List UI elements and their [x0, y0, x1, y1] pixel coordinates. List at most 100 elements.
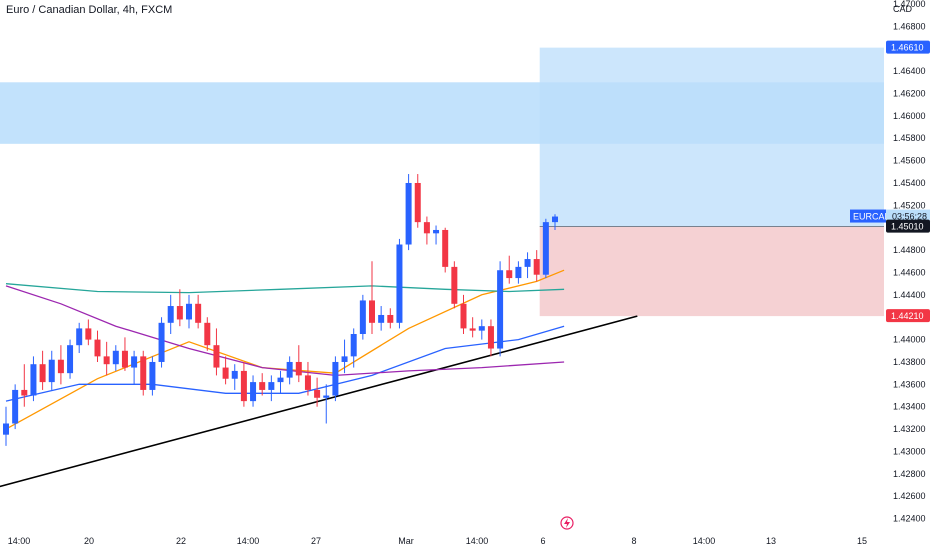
- candle-body: [286, 361, 293, 378]
- y-tick-label: 1.44400: [893, 290, 926, 300]
- candle-body: [149, 361, 156, 390]
- y-tick-label: 1.44000: [893, 335, 926, 345]
- candle-body: [387, 314, 394, 323]
- y-tick-label: 1.44800: [893, 245, 926, 255]
- y-tick-label: 1.45600: [893, 156, 926, 166]
- candle-body: [268, 382, 275, 390]
- candle-body: [552, 216, 558, 223]
- candle-body: [295, 361, 302, 376]
- candle-body: [176, 306, 183, 320]
- price-tag-label: 1.45010: [891, 222, 924, 232]
- candle-body: [359, 300, 366, 334]
- candle-body: [423, 222, 430, 234]
- y-tick-label: 1.42800: [893, 469, 926, 479]
- y-tick-label: 1.42600: [893, 491, 926, 501]
- candle-body: [277, 377, 284, 383]
- candle-body: [304, 375, 311, 390]
- x-tick-label: 13: [766, 536, 776, 546]
- candle-body: [112, 350, 119, 365]
- candle-body: [48, 359, 55, 383]
- candle-body: [506, 270, 513, 279]
- price-tag-bg: [886, 40, 930, 54]
- candle-body: [121, 350, 128, 368]
- candle-body: [39, 364, 46, 383]
- series-line-ma-blue: [5, 325, 565, 402]
- y-tick-label: 1.43800: [893, 357, 926, 367]
- candle-body: [30, 364, 37, 396]
- countdown-tag-label: 03:56:28: [892, 212, 927, 222]
- candle-body: [350, 334, 357, 357]
- candle-body: [158, 322, 165, 362]
- candle-body: [533, 259, 540, 275]
- candle-body: [167, 306, 174, 323]
- candle-body: [497, 270, 504, 349]
- y-tick-label: 1.46000: [893, 111, 926, 121]
- candle-body: [85, 328, 92, 340]
- position-target-zone: [539, 47, 884, 227]
- y-tick-label: 1.43400: [893, 402, 926, 412]
- price-tag-bg: [886, 219, 930, 233]
- ticker-tag-bg: [850, 209, 886, 223]
- candle-body: [332, 361, 339, 396]
- candle-body: [478, 326, 485, 331]
- candle-body: [231, 370, 238, 379]
- candle-body: [213, 345, 220, 368]
- candle-body: [414, 182, 421, 223]
- price-axis: 1.47000 1.46800 1.46400 1.46200 1.46000 1.458…: [893, 0, 926, 524]
- candle-body: [240, 370, 247, 402]
- candle-body: [469, 328, 476, 331]
- candle-body: [131, 356, 138, 368]
- series-line-ema-orange: [5, 269, 565, 430]
- price-tag-bg: [886, 309, 930, 323]
- candle-body: [186, 303, 192, 320]
- candle-body: [76, 328, 83, 346]
- y-tick-label: 1.46800: [893, 21, 926, 31]
- y-tick-label: 1.45200: [893, 200, 926, 210]
- x-tick-label: 14:00: [466, 536, 489, 546]
- y-tick-label: 1.47000: [893, 0, 926, 9]
- time-axis: 14:00 20 22 14:00 27 Mar 14:00 6 8 14:00 13 15: [8, 536, 867, 546]
- candle-body: [542, 222, 549, 275]
- y-tick-label: 1.46200: [893, 88, 926, 98]
- candle-body: [195, 303, 202, 323]
- countdown-tag-bg: [886, 209, 930, 223]
- candle-body: [460, 303, 467, 329]
- candle-body: [396, 244, 403, 323]
- position-stop-zone: [539, 226, 884, 317]
- candle-body: [405, 182, 412, 245]
- misc-layer: [560, 516, 574, 530]
- zones-layer: [0, 47, 884, 317]
- x-tick-label: 14:00: [237, 536, 260, 546]
- candle-body: [94, 339, 101, 357]
- series-line-ma-green: [5, 283, 565, 294]
- ticker-tag-label: EURCAD: [853, 212, 892, 222]
- candle-body: [12, 389, 19, 424]
- candle-body: [378, 314, 385, 323]
- candle-body: [21, 389, 28, 396]
- x-tick-label: 6: [540, 536, 545, 546]
- candle-body: [103, 356, 110, 365]
- candle-body: [369, 300, 375, 323]
- y-tick-label: 1.45800: [893, 133, 926, 143]
- candle-body: [204, 322, 211, 346]
- candle-body: [67, 345, 74, 374]
- price-tag-label: 1.44210: [891, 311, 924, 321]
- candle-body: [451, 266, 458, 304]
- y-tick-label: 1.42400: [893, 514, 926, 524]
- chart-title: Euro / Canadian Dollar, 4h, FXCM: [6, 4, 173, 16]
- candle-body: [140, 356, 147, 390]
- candle-body: [57, 359, 64, 374]
- candles-layer: [3, 174, 558, 446]
- x-tick-label: Mar: [398, 536, 414, 546]
- y-tick-label: 1.43200: [893, 424, 926, 434]
- price-tags-layer: 1.46610 EURCAD 03:56:281.45010 1.44210: [850, 40, 930, 323]
- candle-body: [524, 259, 531, 267]
- y-tick-label: 1.44600: [893, 267, 926, 277]
- candle-body: [487, 326, 494, 349]
- x-tick-label: 14:00: [8, 536, 31, 546]
- candle-body: [3, 423, 9, 435]
- flash-icon: [560, 516, 574, 530]
- x-tick-label: 14:00: [693, 536, 716, 546]
- x-tick-label: 22: [176, 536, 186, 546]
